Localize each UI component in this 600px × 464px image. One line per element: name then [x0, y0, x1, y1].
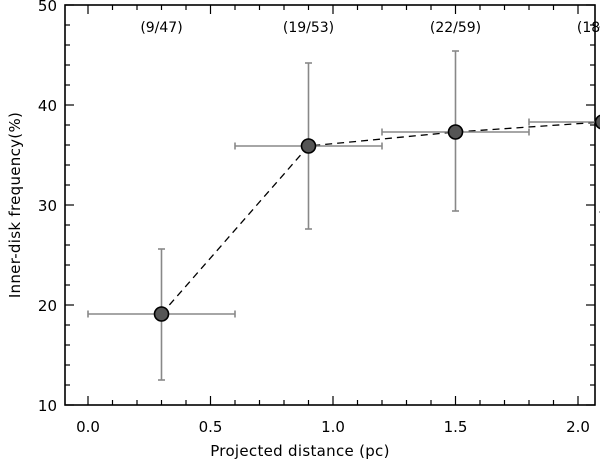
x-tick-label: 1.5	[444, 418, 468, 436]
count-labels: (9/47) (19/53) (22/59) (18/47)	[140, 20, 600, 36]
data-point	[594, 114, 600, 130]
y-tick-labels: 10 20 30 40 50	[38, 0, 57, 415]
y-tick-label: 20	[38, 297, 57, 315]
axis-ticks	[65, 4, 595, 406]
y-tick-label: 30	[38, 197, 57, 215]
data-point	[300, 138, 317, 154]
x-tick-label: 2.0	[566, 418, 590, 436]
data-point	[447, 124, 464, 140]
count-label: (19/53)	[283, 20, 334, 36]
y-tick-label: 50	[38, 0, 57, 15]
y-axis-title: Inner-disk frequency(%)	[6, 112, 24, 298]
count-label: (18/47)	[577, 20, 600, 36]
count-label: (9/47)	[140, 20, 182, 36]
x-tick-label: 0.0	[76, 418, 100, 436]
data-point	[153, 306, 170, 322]
data-points	[153, 114, 600, 322]
series-line	[161, 121, 600, 315]
x-tick-label: 1.0	[321, 418, 345, 436]
x-tick-label: 0.5	[199, 418, 223, 436]
x-tick-labels: 0.0 0.5 1.0 1.5 2.0	[76, 418, 590, 436]
plot-area	[64, 4, 596, 406]
y-tick-label: 40	[38, 97, 57, 115]
y-tick-label: 10	[38, 397, 57, 415]
dashed-connector	[161, 121, 600, 315]
x-axis-title: Projected distance (pc)	[210, 442, 390, 460]
count-label: (22/59)	[430, 20, 481, 36]
